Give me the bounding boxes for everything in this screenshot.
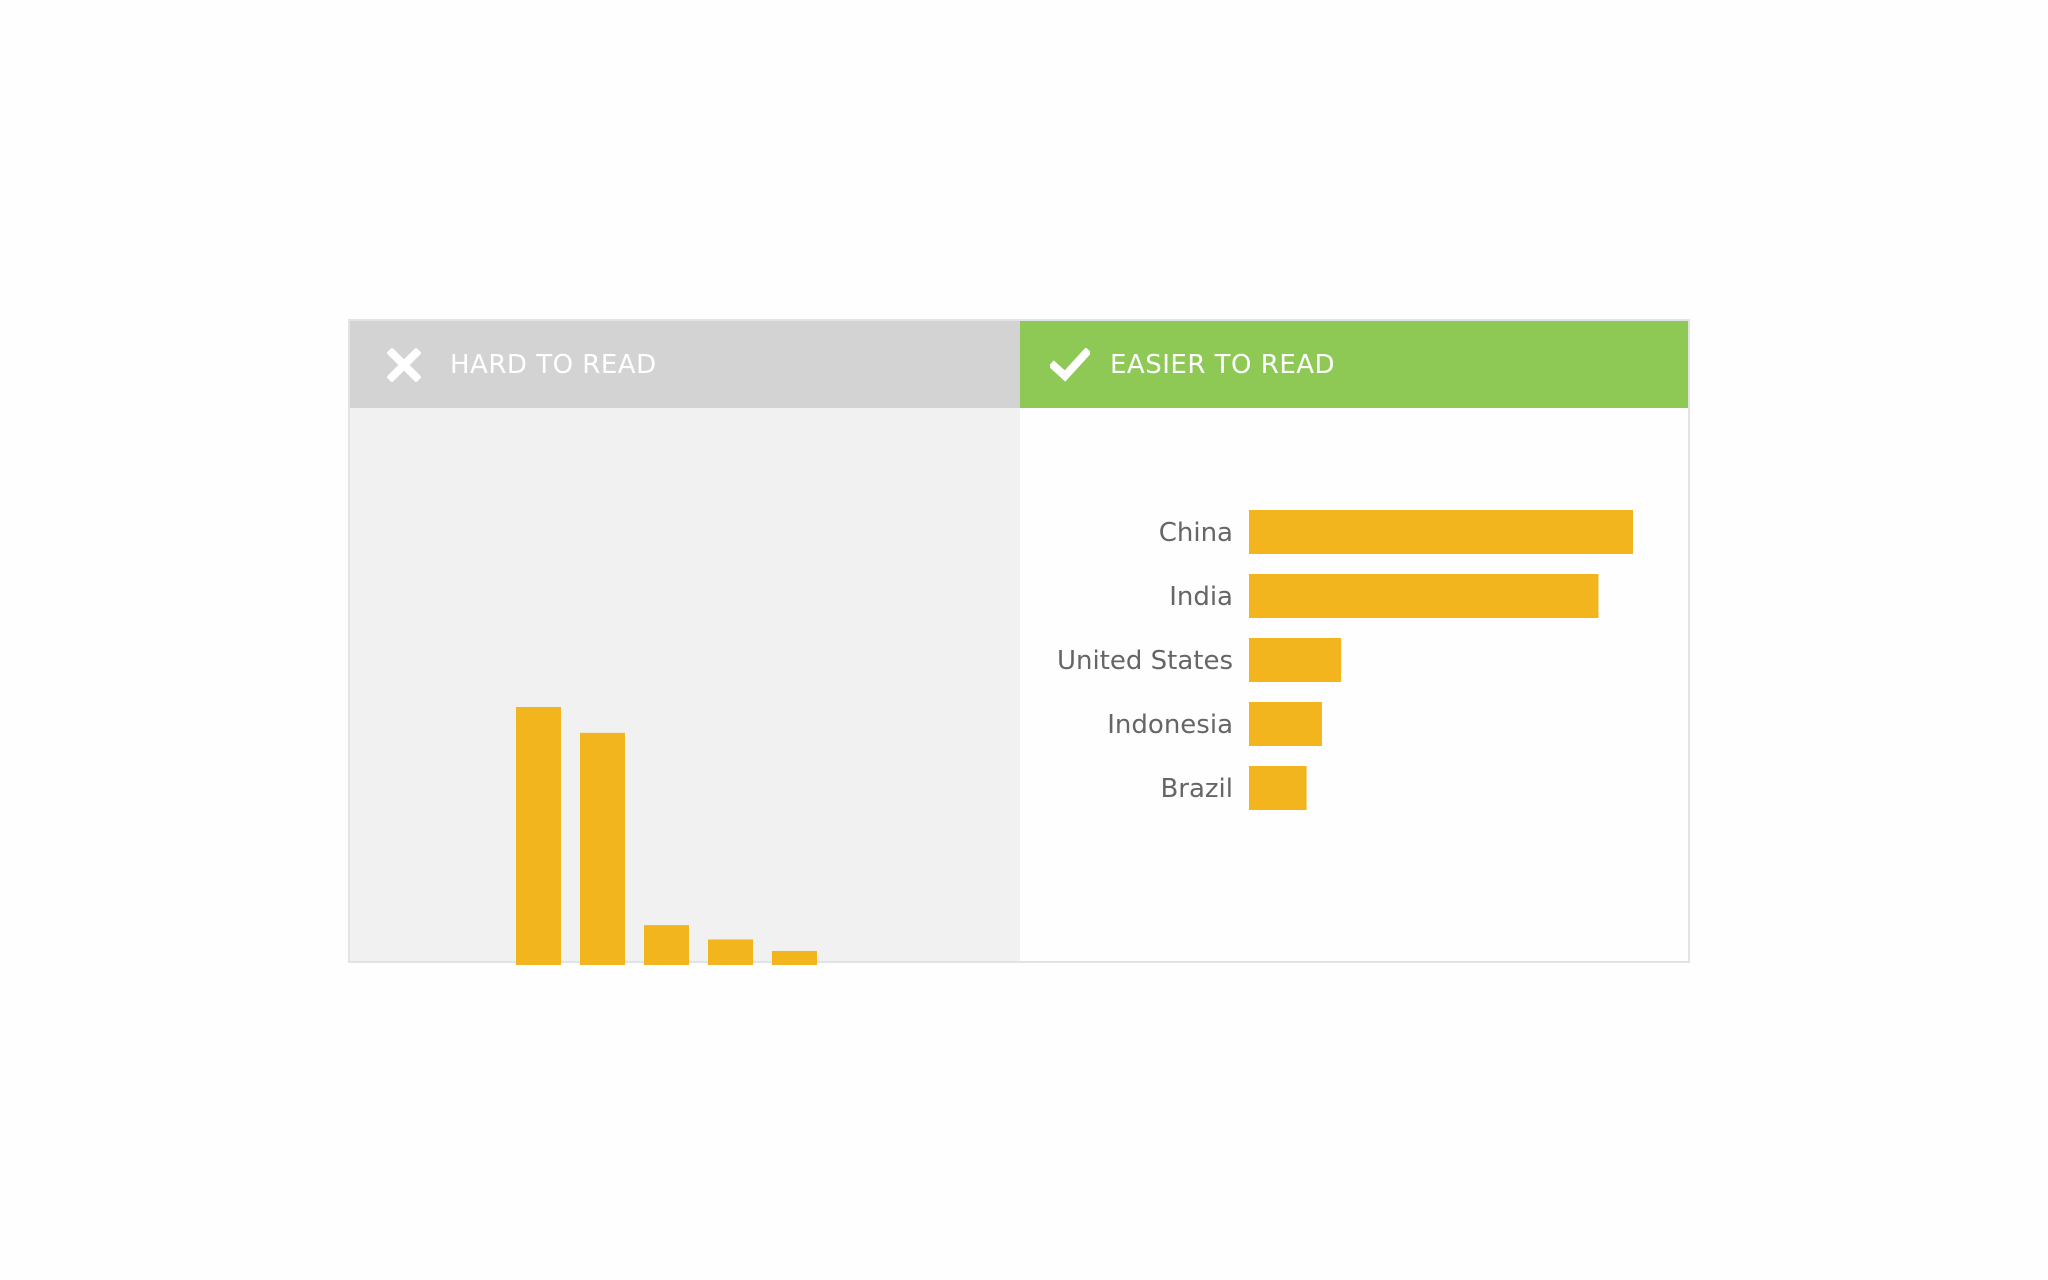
hard-to-read-header: HARD TO READ	[350, 321, 1020, 408]
easier-to-read-title: EASIER TO READ	[1110, 349, 1336, 380]
hbar-label-brazil: Brazil	[1160, 774, 1233, 804]
hbar-china	[1249, 510, 1633, 554]
check-icon	[1050, 345, 1090, 385]
vbar-united-states	[644, 925, 689, 965]
hbar-indonesia	[1249, 702, 1322, 746]
easier-to-read-header: EASIER TO READ	[1020, 321, 1688, 408]
hbar-india	[1249, 574, 1599, 618]
hbar-label-india: India	[1169, 582, 1233, 612]
hbar-label-indonesia: Indonesia	[1107, 710, 1233, 740]
hbar-united-states	[1249, 638, 1342, 682]
horizontal-bar-chart: China India United States Indonesia Brazil	[1057, 510, 1633, 810]
vbar-brazil	[772, 950, 817, 965]
hbar-brazil	[1249, 766, 1307, 810]
hbar-label-united-states: United States	[1057, 646, 1233, 676]
easier-to-read-panel: EASIER TO READ China India United States In…	[1020, 321, 1688, 961]
vbar-indonesia	[708, 939, 753, 965]
hard-to-read-title: HARD TO READ	[450, 349, 657, 380]
x-icon	[384, 345, 424, 385]
vbar-china	[516, 707, 561, 965]
vbar-india	[580, 732, 625, 965]
hbar-label-china: China	[1159, 518, 1233, 548]
comparison-card: HARD TO READ China India United States Indo…	[348, 319, 1690, 965]
